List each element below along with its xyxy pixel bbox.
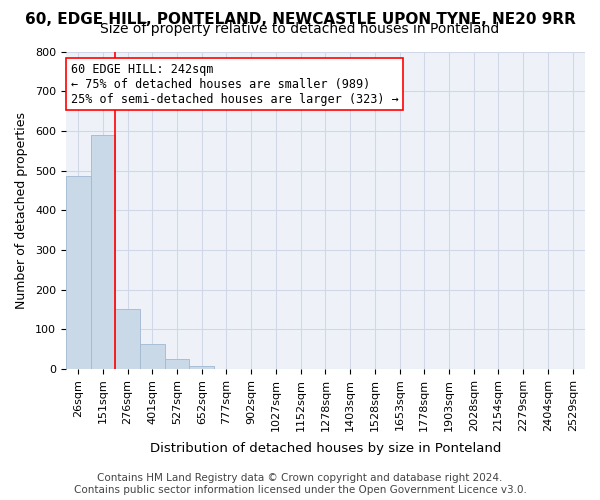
Y-axis label: Number of detached properties: Number of detached properties	[15, 112, 28, 308]
Text: Contains HM Land Registry data © Crown copyright and database right 2024.
Contai: Contains HM Land Registry data © Crown c…	[74, 474, 526, 495]
Bar	[66, 176, 91, 369]
Bar	[140, 344, 164, 369]
Bar	[91, 135, 115, 369]
Text: Size of property relative to detached houses in Ponteland: Size of property relative to detached ho…	[100, 22, 500, 36]
X-axis label: Distribution of detached houses by size in Ponteland: Distribution of detached houses by size …	[150, 442, 501, 455]
Bar	[190, 366, 214, 369]
Bar	[164, 359, 190, 369]
Bar	[115, 310, 140, 369]
Text: 60, EDGE HILL, PONTELAND, NEWCASTLE UPON TYNE, NE20 9RR: 60, EDGE HILL, PONTELAND, NEWCASTLE UPON…	[25, 12, 575, 28]
Text: 60 EDGE HILL: 242sqm
← 75% of detached houses are smaller (989)
25% of semi-deta: 60 EDGE HILL: 242sqm ← 75% of detached h…	[71, 62, 399, 106]
